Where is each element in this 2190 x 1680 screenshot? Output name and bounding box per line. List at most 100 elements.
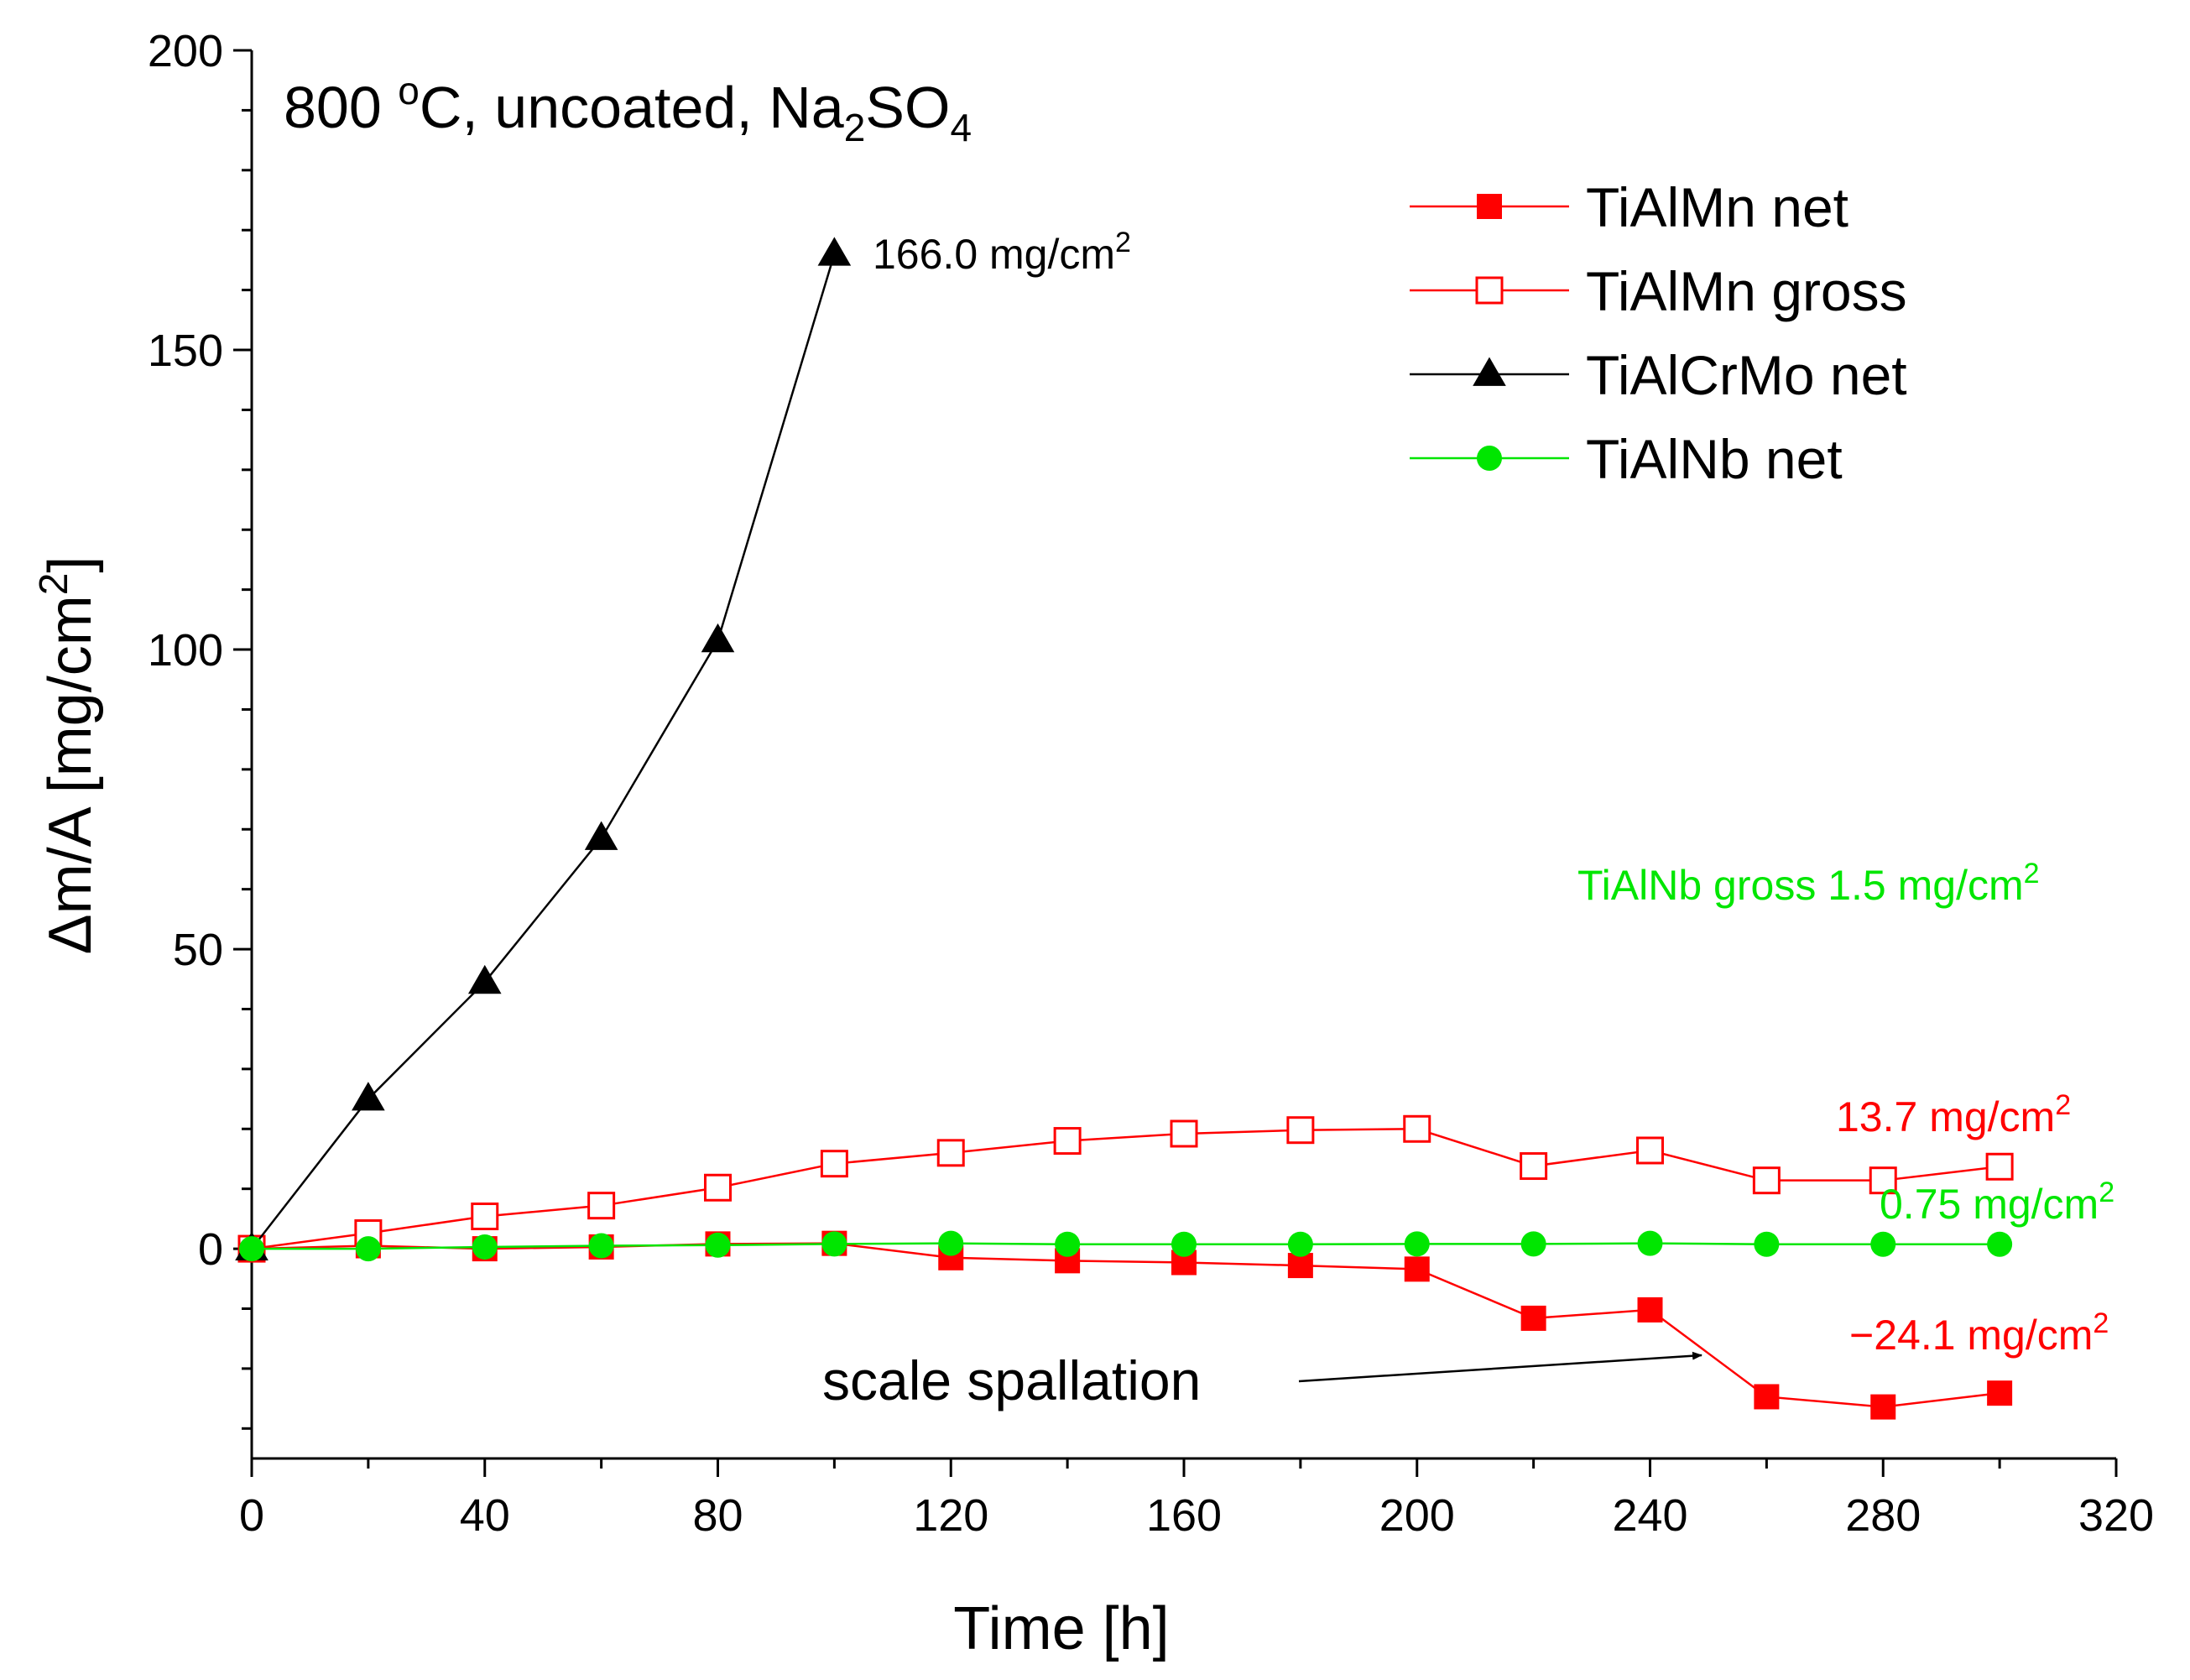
data-point-tialcrmo-net xyxy=(701,623,735,653)
series-tialnb-net xyxy=(239,1230,2013,1262)
data-point-tialmn-net xyxy=(1870,1394,1896,1420)
data-point-tialmn-gross xyxy=(587,1192,616,1220)
data-point-tialcrmo-net xyxy=(817,237,852,266)
annotation-mn-gross-final: 13.7 mg/cm2 xyxy=(1836,1089,2071,1140)
annotation-nb-gross-text: TiAlNb gross 1.5 mg/cm xyxy=(1577,862,2024,909)
annotation-mn-net-sup: 2 xyxy=(2093,1307,2109,1339)
annotation-crmo-final: 166.0 mg/cm2 xyxy=(873,227,1131,278)
annotation-scale-spallation: scale spallation xyxy=(822,1349,1201,1411)
x-tick-label: 160 xyxy=(1146,1490,1222,1541)
legend-label: TiAlCrMo net xyxy=(1586,344,1907,406)
title-after-degree: C, uncoated, Na xyxy=(420,75,844,140)
series-line-tialmn-gross xyxy=(251,1128,2000,1250)
legend-item-tialmn-net: TiAlMn net xyxy=(1410,176,1848,238)
y-tick-label: 100 xyxy=(148,625,223,676)
y-tick-label: 0 xyxy=(198,1224,223,1275)
x-tick-label: 0 xyxy=(239,1490,264,1541)
data-point-tialmn-gross xyxy=(1403,1114,1431,1143)
annotation-nb-gross: TiAlNb gross 1.5 mg/cm2 xyxy=(1577,858,2040,909)
annotation-nb-net-sup: 2 xyxy=(2099,1177,2114,1208)
annotation-nb-gross-sup: 2 xyxy=(2024,858,2040,890)
x-tick-label: 120 xyxy=(913,1490,988,1541)
series-line-tialnb-net xyxy=(252,1242,2000,1250)
data-point-tialnb-net xyxy=(1987,1231,2013,1257)
x-tick-label: 200 xyxy=(1379,1490,1455,1541)
annotation-mn-net-final: −24.1 mg/cm2 xyxy=(1849,1307,2109,1359)
data-point-tialnb-net xyxy=(1404,1231,1430,1257)
data-point-tialnb-net xyxy=(588,1233,614,1259)
legend-marker xyxy=(1477,194,1502,219)
data-point-tialnb-net xyxy=(1870,1231,1896,1257)
data-point-tialnb-net xyxy=(1754,1231,1780,1257)
y-axis-label: Δm/A [mg/cm2] xyxy=(32,556,104,955)
legend-label: TiAlMn net xyxy=(1586,176,1848,238)
title-degree: o xyxy=(398,69,420,112)
legend-label: TiAlNb net xyxy=(1586,428,1843,490)
data-point-tialmn-gross xyxy=(1636,1136,1664,1165)
annotation-mn-gross-text: 13.7 mg/cm xyxy=(1836,1093,2055,1140)
data-point-tialmn-gross xyxy=(704,1173,732,1202)
data-point-tialmn-gross xyxy=(1520,1152,1548,1181)
data-point-tialnb-net xyxy=(1637,1230,1663,1256)
data-point-tialnb-net xyxy=(705,1232,731,1258)
title-main: 800 xyxy=(284,75,398,140)
x-tick-label: 280 xyxy=(1845,1490,1921,1541)
data-point-tialmn-net xyxy=(1520,1305,1546,1331)
data-point-tialmn-net xyxy=(1287,1253,1313,1279)
data-point-tialmn-gross xyxy=(471,1203,499,1231)
data-point-tialmn-gross xyxy=(820,1150,848,1178)
data-point-tialnb-net xyxy=(1055,1231,1081,1257)
legend: TiAlMn net TiAlMn gross TiAlCrMo net TiAlNb… xyxy=(1410,176,1907,490)
legend-marker xyxy=(1475,276,1504,305)
title-mid: SO xyxy=(865,75,950,140)
data-point-tialmn-gross xyxy=(1752,1166,1781,1195)
data-point-tialmn-net xyxy=(1404,1256,1430,1282)
data-point-tialnb-net xyxy=(472,1234,498,1260)
annotation-nb-net-final: 0.75 mg/cm2 xyxy=(1880,1177,2114,1228)
data-point-tialmn-gross xyxy=(936,1139,965,1167)
series-tialcrmo-net xyxy=(235,237,852,1260)
legend-item-tialnb-net: TiAlNb net xyxy=(1410,428,1843,490)
x-tick-label: 240 xyxy=(1612,1490,1687,1541)
chart-title: 800 oC, uncoated, Na2SO4 xyxy=(284,69,972,149)
title-sub1: 2 xyxy=(844,106,866,149)
data-point-tialmn-gross xyxy=(1170,1119,1198,1148)
series-tialmn-gross xyxy=(237,1114,2014,1263)
y-label-sup: 2 xyxy=(32,573,76,596)
legend-marker xyxy=(1477,446,1502,471)
x-tick-label: 320 xyxy=(2078,1490,2154,1541)
annotation-crmo-text: 166.0 mg/cm xyxy=(873,231,1115,278)
data-point-tialnb-net xyxy=(1520,1231,1546,1257)
series-line-tialcrmo-net xyxy=(251,253,836,1250)
data-point-tialmn-gross xyxy=(1869,1166,1897,1195)
data-point-tialmn-gross xyxy=(1286,1116,1315,1145)
annotation-nb-net-text: 0.75 mg/cm xyxy=(1880,1181,2099,1228)
data-point-tialcrmo-net xyxy=(467,964,502,994)
x-tick-label: 40 xyxy=(460,1490,510,1541)
legend-item-tialmn-gross: TiAlMn gross xyxy=(1410,260,1907,322)
ticks xyxy=(233,49,2118,1477)
title-sub2: 4 xyxy=(950,106,972,149)
legend-item-tialcrmo-net: TiAlCrMo net xyxy=(1410,344,1907,406)
y-tick-label: 200 xyxy=(148,26,223,76)
annotation-mn-gross-sup: 2 xyxy=(2055,1089,2071,1121)
y-tick-label: 50 xyxy=(173,925,223,975)
data-point-tialnb-net xyxy=(938,1230,964,1256)
series-layer xyxy=(235,237,2014,1420)
x-tick-label: 80 xyxy=(692,1490,743,1541)
y-label-main: Δm/A [mg/cm xyxy=(37,595,104,954)
y-tick-label: 150 xyxy=(148,326,223,376)
legend-label: TiAlMn gross xyxy=(1586,260,1907,322)
data-point-tialcrmo-net xyxy=(584,821,618,850)
series-line-tialmn-net xyxy=(251,1242,2000,1408)
y-label-end: ] xyxy=(37,556,104,573)
data-point-tialnb-net xyxy=(355,1236,381,1262)
data-point-tialnb-net xyxy=(239,1236,264,1262)
legend-marker xyxy=(1473,357,1506,386)
data-point-tialnb-net xyxy=(1171,1231,1197,1257)
data-point-tialmn-net xyxy=(1754,1384,1780,1410)
data-point-tialmn-gross xyxy=(1985,1152,2014,1181)
data-point-tialmn-net xyxy=(1637,1297,1663,1323)
tick-labels: 0 40 80 120 160 200 240 280 320 0 50 100 150 200 xyxy=(148,26,2154,1541)
